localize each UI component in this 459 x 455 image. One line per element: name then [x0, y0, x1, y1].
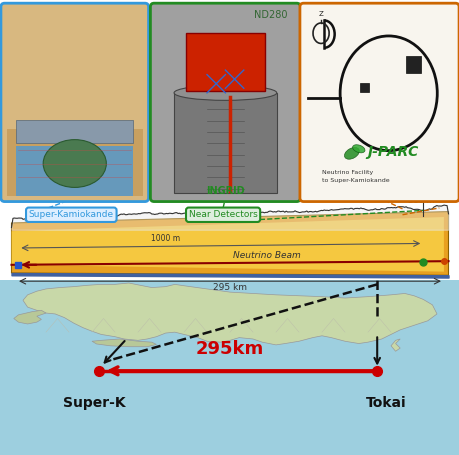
- Bar: [16, 121, 133, 143]
- Polygon shape: [11, 217, 443, 272]
- FancyBboxPatch shape: [1, 3, 148, 202]
- Text: Super-K: Super-K: [63, 396, 125, 410]
- Ellipse shape: [344, 147, 358, 159]
- Text: Super-Kamiokande: Super-Kamiokande: [28, 210, 114, 219]
- Text: Neutrino Facility: Neutrino Facility: [321, 171, 372, 175]
- Polygon shape: [390, 339, 399, 351]
- FancyBboxPatch shape: [150, 3, 300, 202]
- Polygon shape: [11, 212, 448, 275]
- Text: Z: Z: [318, 11, 323, 17]
- Ellipse shape: [352, 145, 364, 153]
- Text: Near Detectors: Near Detectors: [188, 210, 257, 219]
- Bar: [405, 56, 420, 73]
- Text: Neutrino Beam: Neutrino Beam: [232, 251, 300, 260]
- Bar: [7, 129, 142, 196]
- Text: 1000 m: 1000 m: [151, 234, 180, 243]
- Text: J-PARC: J-PARC: [367, 145, 418, 159]
- Text: to Super-Kamiokande: to Super-Kamiokande: [321, 178, 389, 183]
- Polygon shape: [23, 283, 436, 345]
- Ellipse shape: [43, 140, 106, 187]
- Text: 295km: 295km: [196, 340, 263, 358]
- Bar: [16, 146, 133, 196]
- Bar: [0, 280, 459, 455]
- FancyBboxPatch shape: [299, 3, 458, 202]
- Polygon shape: [92, 339, 156, 347]
- Text: INGRID: INGRID: [206, 186, 244, 196]
- Bar: [359, 83, 368, 92]
- Bar: [186, 33, 264, 91]
- Text: 295 km: 295 km: [213, 283, 246, 293]
- Text: ND280: ND280: [253, 10, 287, 20]
- Text: Tokai: Tokai: [365, 396, 406, 410]
- Polygon shape: [14, 310, 46, 324]
- Ellipse shape: [174, 85, 276, 101]
- Bar: [174, 93, 276, 193]
- Text: 280 m: 280 m: [407, 196, 433, 205]
